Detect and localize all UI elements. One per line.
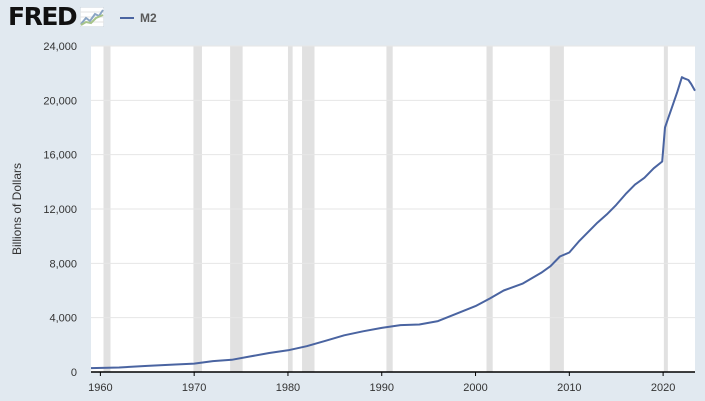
fred-logo[interactable]: FRED [8,2,105,31]
series-line-m2 [90,76,696,370]
y-tick-label: 16,000 [43,150,77,162]
header: FRED M2 [0,0,705,36]
x-tick-label: 1990 [370,382,394,394]
x-tick-label: 2010 [557,382,581,394]
legend-label-m2: M2 [140,11,157,25]
y-tick-label: 8,000 [49,258,77,270]
y-tick-label: 0 [71,367,77,379]
y-tick-label: 4,000 [49,313,77,325]
y-axis-label: Billions of Dollars [10,163,24,255]
y-tick-label: 20,000 [43,95,77,107]
series-layer [90,76,696,370]
line-graph-icon [80,7,105,27]
y-tick-label: 24,000 [43,41,77,53]
y-axis: 0 4,000 8,000 12,000 16,000 20,000 24,000 [43,41,77,379]
x-axis: 1960 1970 1980 1990 2000 2010 2020 [88,372,675,394]
legend[interactable]: M2 [120,10,157,26]
legend-swatch [120,17,134,19]
x-tick-label: 1960 [88,382,112,394]
x-tick-label: 1980 [276,382,300,394]
x-tick-label: 2000 [463,382,487,394]
x-tick-label: 1970 [182,382,206,394]
y-tick-label: 12,000 [43,204,77,216]
gridlines [91,45,695,319]
logo-text: FRED [8,2,78,31]
x-tick-label: 2020 [651,382,675,394]
